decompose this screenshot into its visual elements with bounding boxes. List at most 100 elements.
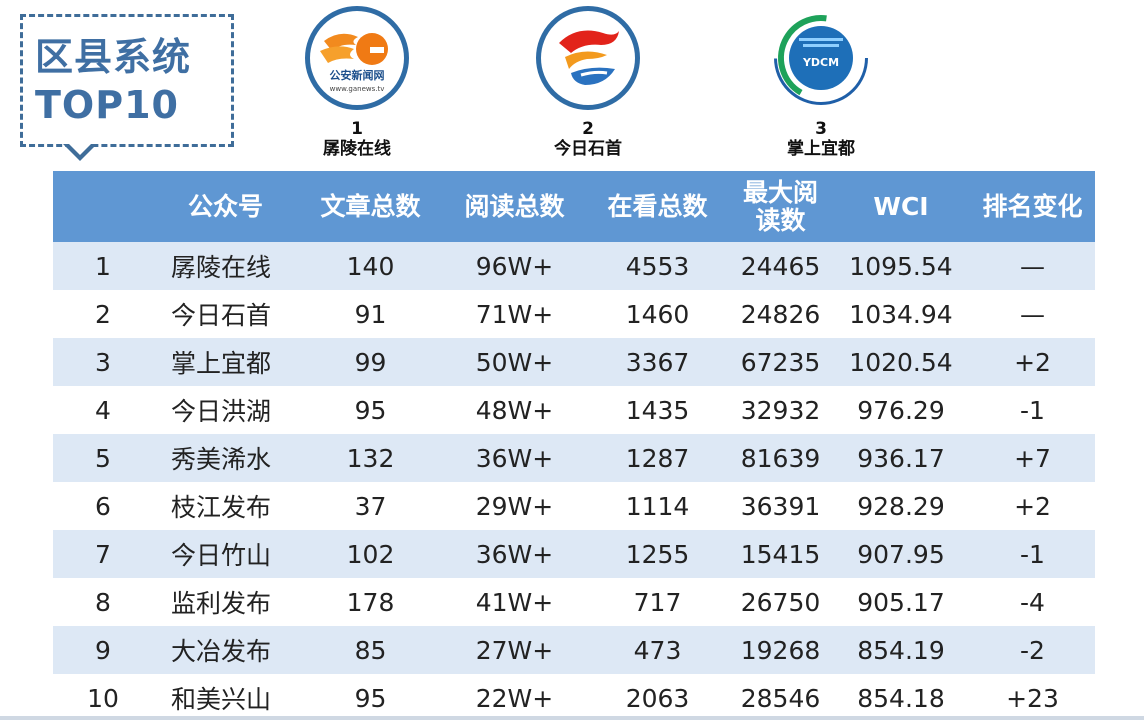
watching-cell: 3367 — [586, 338, 729, 386]
watching-cell: 1460 — [586, 290, 729, 338]
rank-change-cell: — — [970, 242, 1095, 290]
table-row: 10 和美兴山 95 22W+ 2063 28546 854.18 +23 — [53, 674, 1095, 722]
col-header-max-reads: 最大阅读数 — [729, 171, 832, 242]
svg-text:公安新闻网: 公安新闻网 — [330, 68, 385, 82]
rank-cell: 10 — [53, 674, 153, 722]
col-header-wci: WCI — [832, 171, 970, 242]
account-cell: 监利发布 — [153, 578, 298, 626]
reads-cell: 50W+ — [443, 338, 586, 386]
max-reads-cell: 36391 — [729, 482, 832, 530]
max-reads-cell: 28546 — [729, 674, 832, 722]
table-row: 8 监利发布 178 41W+ 717 26750 905.17 -4 — [53, 578, 1095, 626]
podium-rank: 1 — [351, 119, 363, 139]
max-reads-cell: 24826 — [729, 290, 832, 338]
watching-cell: 1287 — [586, 434, 729, 482]
wci-cell: 854.18 — [832, 674, 970, 722]
wci-cell: 854.19 — [832, 626, 970, 674]
max-reads-cell: 67235 — [729, 338, 832, 386]
wci-cell: 936.17 — [832, 434, 970, 482]
watching-cell: 1114 — [586, 482, 729, 530]
table-row: 4 今日洪湖 95 48W+ 1435 32932 976.29 -1 — [53, 386, 1095, 434]
rank-cell: 5 — [53, 434, 153, 482]
articles-cell: 91 — [298, 290, 443, 338]
ydcm-logo-icon: YDCM — [769, 6, 873, 110]
wci-cell: 905.17 — [832, 578, 970, 626]
page-title: 区县系统 TOP10 — [35, 35, 192, 127]
col-header-rank — [53, 171, 153, 242]
watching-cell: 473 — [586, 626, 729, 674]
wci-cell: 1095.54 — [832, 242, 970, 290]
podium-second: 2 今日石首 — [518, 6, 658, 160]
reads-cell: 27W+ — [443, 626, 586, 674]
wci-cell: 976.29 — [832, 386, 970, 434]
rank-cell: 4 — [53, 386, 153, 434]
rank-cell: 3 — [53, 338, 153, 386]
table-row: 2 今日石首 91 71W+ 1460 24826 1034.94— — [53, 290, 1095, 338]
podium-third: YDCM 3 掌上宜都 — [751, 6, 891, 160]
col-header-watching: 在看总数 — [586, 171, 729, 242]
wci-cell: 907.95 — [832, 530, 970, 578]
podium-first: 公安新闻网 www.ganews.tv 1 孱陵在线 — [287, 6, 427, 160]
account-cell: 和美兴山 — [153, 674, 298, 722]
wci-cell: 1020.54 — [832, 338, 970, 386]
table-row: 3 掌上宜都 99 50W+ 3367 67235 1020.54 +2 — [53, 338, 1095, 386]
reads-cell: 22W+ — [443, 674, 586, 722]
reads-cell: 96W+ — [443, 242, 586, 290]
account-cell: 孱陵在线 — [153, 242, 298, 290]
podium-name: 掌上宜都 — [787, 139, 855, 159]
rank-change-cell: +23 — [970, 674, 1095, 722]
watching-cell: 1435 — [586, 386, 729, 434]
watching-cell: 2063 — [586, 674, 729, 722]
articles-cell: 95 — [298, 674, 443, 722]
watching-cell: 4553 — [586, 242, 729, 290]
articles-cell: 178 — [298, 578, 443, 626]
rank-change-cell: -4 — [970, 578, 1095, 626]
max-reads-cell: 26750 — [729, 578, 832, 626]
rank-change-cell: +2 — [970, 482, 1095, 530]
account-cell: 枝江发布 — [153, 482, 298, 530]
articles-cell: 85 — [298, 626, 443, 674]
articles-cell: 140 — [298, 242, 443, 290]
col-header-rank-change: 排名变化 — [970, 171, 1095, 242]
table-row: 1 孱陵在线 140 96W+ 4553 24465 1095.54— — [53, 242, 1095, 290]
podium-rank: 2 — [582, 119, 594, 139]
watching-cell: 1255 — [586, 530, 729, 578]
rank-change-cell: +2 — [970, 338, 1095, 386]
svg-text:YDCM: YDCM — [802, 56, 839, 69]
table-row: 7 今日竹山 102 36W+ 1255 15415 907.95 -1 — [53, 530, 1095, 578]
table-row: 5 秀美浠水 132 36W+ 1287 81639 936.17 +7 — [53, 434, 1095, 482]
articles-cell: 99 — [298, 338, 443, 386]
ganews-logo-icon: 公安新闻网 www.ganews.tv — [305, 6, 409, 110]
title-callout: 区县系统 TOP10 — [20, 14, 234, 161]
rank-cell: 1 — [53, 242, 153, 290]
reads-cell: 36W+ — [443, 530, 586, 578]
account-cell: 大冶发布 — [153, 626, 298, 674]
rank-cell: 7 — [53, 530, 153, 578]
max-reads-cell: 32932 — [729, 386, 832, 434]
articles-cell: 37 — [298, 482, 443, 530]
rank-change-cell: -1 — [970, 530, 1095, 578]
account-cell: 今日竹山 — [153, 530, 298, 578]
rank-change-cell: +7 — [970, 434, 1095, 482]
max-reads-cell: 81639 — [729, 434, 832, 482]
max-reads-cell: 15415 — [729, 530, 832, 578]
table-row: 6 枝江发布 37 29W+ 1114 36391 928.29 +2 — [53, 482, 1095, 530]
rank-cell: 8 — [53, 578, 153, 626]
col-header-articles: 文章总数 — [298, 171, 443, 242]
articles-cell: 102 — [298, 530, 443, 578]
table-header-row: 公众号 文章总数 阅读总数 在看总数 最大阅读数 WCI 排名变化 — [53, 171, 1095, 242]
reads-cell: 29W+ — [443, 482, 586, 530]
podium-name: 今日石首 — [554, 139, 622, 159]
articles-cell: 95 — [298, 386, 443, 434]
col-header-reads: 阅读总数 — [443, 171, 586, 242]
podium-name: 孱陵在线 — [323, 139, 391, 159]
reads-cell: 36W+ — [443, 434, 586, 482]
reads-cell: 48W+ — [443, 386, 586, 434]
account-cell: 掌上宜都 — [153, 338, 298, 386]
rank-change-cell: — — [970, 290, 1095, 338]
account-cell: 秀美浠水 — [153, 434, 298, 482]
col-header-account: 公众号 — [153, 171, 298, 242]
reads-cell: 71W+ — [443, 290, 586, 338]
reads-cell: 41W+ — [443, 578, 586, 626]
rank-change-cell: -2 — [970, 626, 1095, 674]
